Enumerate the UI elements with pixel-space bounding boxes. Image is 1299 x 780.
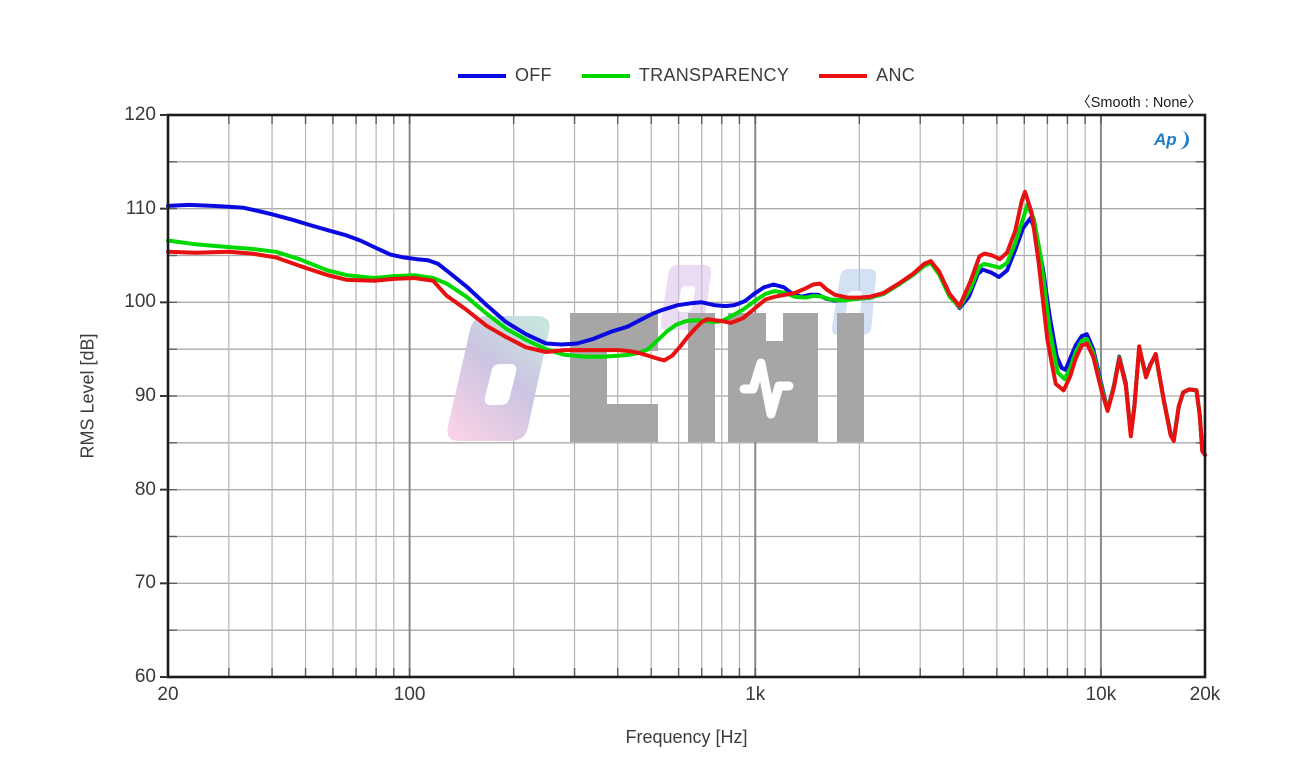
legend-label-transparency: TRANSPARENCY [638,65,790,85]
legend-item-off: OFF [457,65,552,86]
y-tick-label-60: 60 [134,666,156,687]
series-line-anc [166,189,1207,457]
y-tick-label-100: 100 [124,291,156,313]
smooth-setting-label: 〈Smooth : None〉 [1076,95,1202,111]
tick-marks [168,115,1205,677]
x-axis-title: Frequency [Hz] [625,727,748,747]
legend-swatch-off [457,73,506,78]
x-tick-label-100: 100 [393,684,426,705]
x-tick-label-20: 20 [157,684,179,705]
watermark [447,265,877,442]
x-tick-label-1k: 1k [745,684,766,705]
legend-swatch-transparency [581,73,630,78]
x-tick-label-20k: 20k [1189,684,1221,705]
ap-logo-arc-icon [1176,129,1191,151]
legend-item-anc: ANC [819,65,915,86]
legend-item-transparency: TRANSPARENCY [581,65,790,86]
y-tick-label-80: 80 [134,478,156,500]
y-tick-label-70: 70 [134,572,156,594]
y-tick-label-120: 120 [124,104,156,125]
audio-precision-logo: Ap [1154,129,1191,151]
pulse-waveform-icon [739,358,794,419]
ap-logo-text: Ap [1154,130,1177,149]
y-tick-label-90: 90 [134,385,156,406]
legend-swatch-anc [819,73,868,78]
y-tick-label-110: 110 [125,197,156,219]
gridlines [168,115,1205,677]
y-axis-title: RMS Level [dB] [77,333,98,459]
legend-label-off: OFF [514,65,552,85]
legend-label-anc: ANC [876,65,916,85]
chart-legend: OFF TRANSPARENCY ANC [168,65,1205,86]
x-tick-label-10k: 10k [1085,684,1117,705]
